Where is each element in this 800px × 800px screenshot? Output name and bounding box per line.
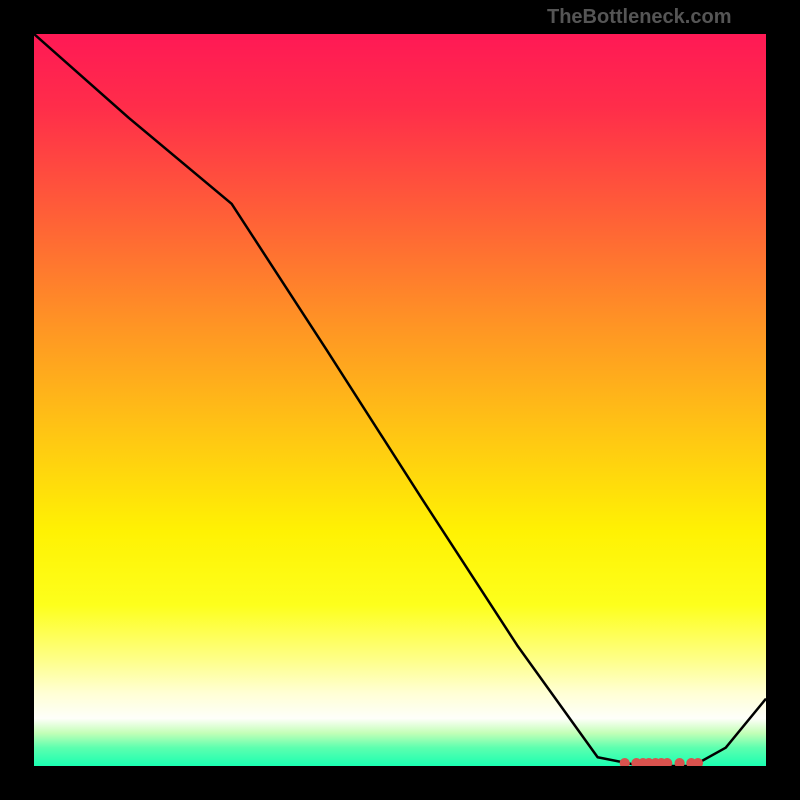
outer-frame	[2, 2, 798, 798]
watermark-text: TheBottleneck.com	[547, 6, 731, 29]
bottleneck-chart: TheBottleneck.com	[0, 0, 800, 800]
